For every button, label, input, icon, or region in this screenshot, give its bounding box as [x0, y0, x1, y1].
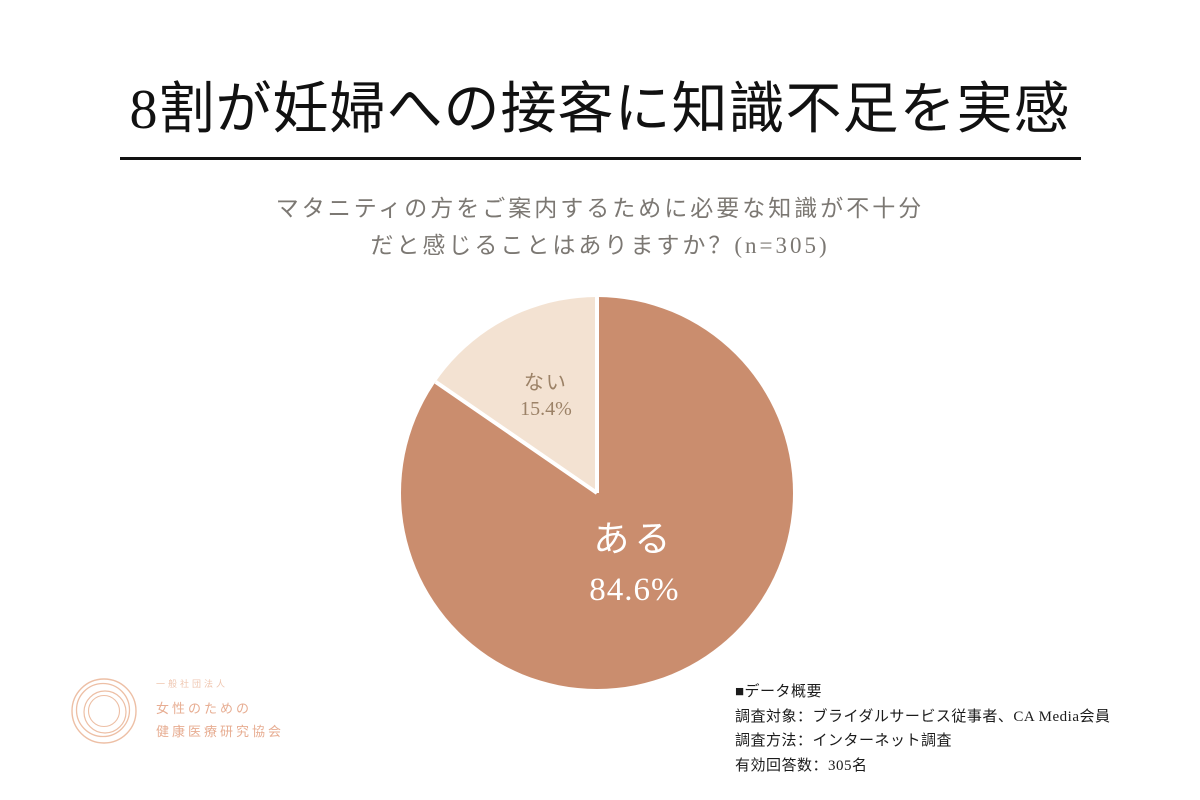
organization-name-line1: 女性のための: [156, 701, 253, 716]
pie-graphic: [401, 297, 793, 689]
organization-name-line2: 健康医療研究協会: [156, 724, 285, 739]
data-summary-method: 調査方法：インターネット調査: [735, 733, 953, 749]
pie-slice-divider: [434, 380, 599, 495]
pie-slice-label-no: ない 15.4%: [520, 371, 572, 421]
survey-question: マタニティの方をご案内するために必要な知識が不十分 だと感じることはありますか？…: [0, 190, 1200, 264]
slice-no-label: ない: [523, 371, 568, 394]
organization-name: 一般社団法人 女性のための 健康医療研究協会: [156, 677, 284, 743]
page-title: 8割が妊婦への接客に知識不足を実感: [119, 64, 1081, 160]
pie-slice-divider: [595, 297, 599, 493]
pie-chart: ある 84.6% ない 15.4%: [401, 297, 793, 689]
slice-yes-label: ある: [593, 519, 676, 560]
survey-question-line1: マタニティの方をご案内するために必要な知識が不十分: [275, 196, 925, 221]
slice-yes-percent: 84.6%: [589, 572, 680, 609]
survey-question-line2: だと感じることはありますか？(n=305): [370, 233, 830, 258]
data-summary-target: 調査対象：ブライダルサービス従事者、CA Media会員: [735, 708, 1111, 725]
organization-type: 一般社団法人: [156, 679, 229, 689]
pie-slice-label-yes: ある 84.6%: [589, 519, 679, 609]
organization-logo: 一般社団法人 女性のための 健康医療研究協会: [64, 664, 284, 756]
data-summary-heading: ■データ概要: [735, 684, 823, 700]
concentric-circles-icon: [71, 678, 137, 744]
slice-no-percent: 15.4%: [520, 397, 572, 420]
title-area: 8割が妊婦への接客に知識不足を実感: [0, 64, 1200, 160]
data-summary: ■データ概要 調査対象：ブライダルサービス従事者、CA Media会員 調査方法…: [735, 680, 1110, 778]
data-summary-responses: 有効回答数：305名: [735, 757, 868, 774]
